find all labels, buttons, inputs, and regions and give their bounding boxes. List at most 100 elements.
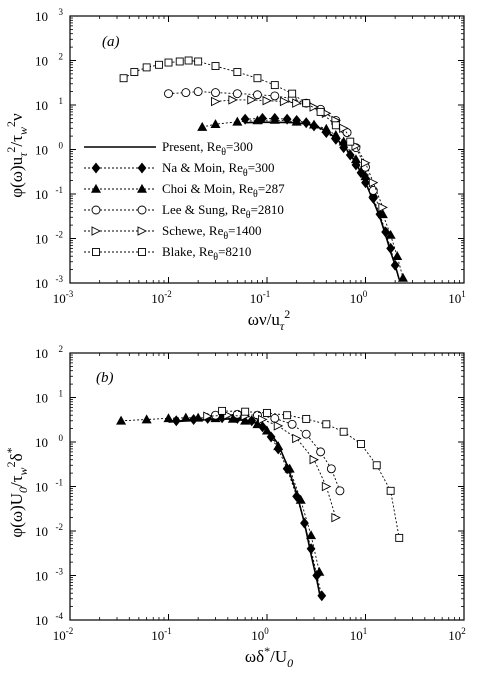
- legend-marker: [91, 205, 101, 215]
- y-tick-exponent: -2: [56, 522, 64, 532]
- legend-marker: [138, 248, 146, 256]
- y-axis-label: φ(ω)uτ​2​/τw​2​ν: [4, 113, 30, 198]
- legend-label-subscript: θ: [246, 210, 251, 221]
- legend-entry: Na & Moin, Reθ=300: [84, 160, 275, 179]
- data-point: [288, 89, 297, 98]
- data-point: [381, 226, 390, 238]
- data-point: [361, 158, 371, 168]
- x-tick-base: 10: [251, 628, 264, 643]
- y-tick-label: 10 2: [35, 52, 63, 69]
- legend-marker: [91, 162, 101, 174]
- data-point: [273, 421, 284, 431]
- x-tick-exponent: -1: [263, 289, 271, 299]
- data-point: [232, 116, 243, 126]
- y-tick-base: 10: [35, 276, 48, 291]
- y-tick-label: 10 1: [35, 96, 63, 113]
- y-tick-label: 10 -1: [35, 478, 63, 495]
- label-superscript: 2: [4, 461, 18, 467]
- data-point: [317, 590, 327, 602]
- y-tick-label: 10 -2: [35, 522, 63, 539]
- x-tick-label: 100: [350, 289, 368, 306]
- y-tick-label: 10 0: [35, 141, 64, 158]
- label-part: φ(ω)U: [7, 493, 26, 538]
- series-line: [176, 417, 323, 596]
- y-tick-base: 10: [35, 54, 48, 69]
- x-tick-base: 10: [53, 291, 66, 306]
- data-point: [269, 114, 280, 124]
- data-point: [197, 121, 208, 131]
- x-axis-label: ωδ*​/U0​: [245, 644, 293, 670]
- legend-marker: [137, 205, 147, 215]
- x-tick-label: 101: [350, 626, 368, 643]
- data-point: [326, 464, 336, 474]
- label-superscript: 2: [4, 147, 18, 153]
- data-point: [350, 154, 361, 164]
- legend-label-subscript: θ: [253, 189, 258, 200]
- x-tick-exponent: 1: [461, 289, 466, 299]
- data-point: [287, 419, 297, 429]
- data-point: [335, 486, 345, 496]
- x-tick-base: 10: [448, 628, 461, 643]
- y-tick-base: 10: [35, 9, 48, 24]
- y-tick-exponent: 3: [59, 7, 64, 17]
- y-tick-exponent: -3: [56, 274, 64, 284]
- data-point: [284, 463, 295, 473]
- panel-label: (a): [102, 34, 120, 50]
- y-tick-label: 10 -4: [35, 611, 63, 628]
- label-part: /τ: [7, 475, 26, 487]
- legend-label-suffix: =300: [248, 160, 275, 175]
- label-subscript: τ: [280, 319, 285, 333]
- data-point: [322, 420, 331, 429]
- data-point: [184, 56, 193, 65]
- legend-label-suffix: =8210: [218, 244, 251, 259]
- y-tick-exponent: 0: [59, 433, 64, 443]
- legend-entry: Schewe, Reθ=1400: [84, 223, 262, 242]
- label-part: /τ: [7, 135, 26, 147]
- legend: Present, Reθ=300 Na & Moin, Reθ=300 Choi &…: [84, 139, 285, 263]
- data-point: [193, 412, 204, 422]
- series-none: [245, 121, 400, 280]
- label-superscript: 2: [4, 121, 18, 127]
- axis-ticks: [69, 352, 465, 621]
- data-point: [270, 413, 280, 423]
- data-point: [270, 91, 280, 101]
- legend-entry: Blake, Reθ=8210: [84, 244, 251, 263]
- legend-entry: Choi & Moin, Reθ=287: [84, 181, 285, 200]
- data-point: [261, 425, 273, 435]
- x-tick-exponent: 0: [264, 626, 269, 636]
- y-tick-base: 10: [35, 346, 48, 361]
- x-axis-label: ων/uτ​2​: [248, 307, 290, 333]
- y-tick-exponent: -3: [56, 567, 64, 577]
- data-point: [316, 447, 326, 457]
- data-point: [273, 441, 284, 451]
- legend-label-subscript: θ: [243, 168, 248, 179]
- x-tick-base: 10: [53, 628, 66, 643]
- x-tick-base: 10: [250, 291, 263, 306]
- data-point: [203, 411, 213, 421]
- data-point: [392, 251, 403, 261]
- legend-label: Present, Reθ=300: [162, 139, 253, 158]
- data-point: [321, 123, 332, 133]
- data-point: [321, 481, 332, 492]
- data-point: [330, 130, 341, 139]
- legend-label-suffix: =300: [226, 139, 253, 154]
- x-tick-label: 10-1: [250, 289, 271, 306]
- y-tick-label: 10 -2: [35, 230, 63, 247]
- y-tick-exponent: 0: [59, 141, 64, 151]
- data-point: [283, 411, 292, 420]
- legend-entry: Lee & Sung, Reθ=2810: [84, 202, 284, 221]
- legend-label-text: Lee & Sung, Re: [162, 202, 246, 217]
- data-point: [258, 414, 268, 425]
- data-point: [193, 87, 203, 97]
- data-point: [228, 95, 238, 105]
- y-tick-base: 10: [35, 187, 48, 202]
- data-point: [306, 543, 316, 555]
- data-point: [164, 58, 173, 67]
- legend-label-suffix: =1400: [228, 223, 261, 238]
- label-part: ων/u: [248, 310, 281, 329]
- legend-label: Lee & Sung, Reθ=2810: [162, 202, 284, 221]
- x-tick-exponent: -2: [164, 289, 172, 299]
- label-superscript: 2: [284, 307, 290, 321]
- data-point: [301, 429, 311, 439]
